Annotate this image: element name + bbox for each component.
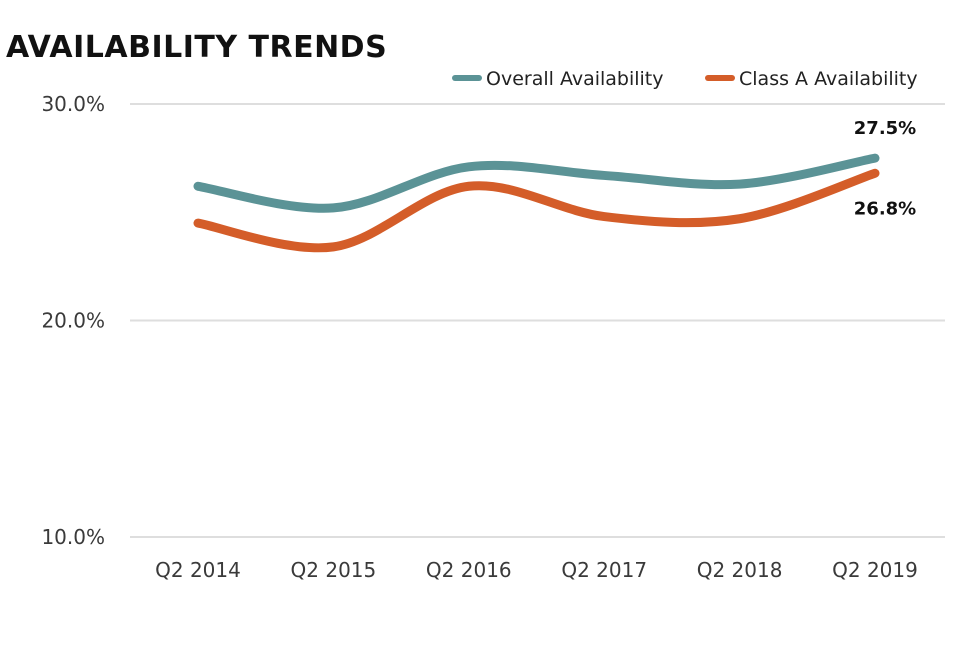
- x-tick-label: Q2 2015: [291, 558, 377, 582]
- legend: Overall Availability Class A Availability: [452, 68, 918, 90]
- data-labels: 27.5% 26.8%: [854, 118, 916, 219]
- y-axis-ticks: 30.0% 20.0% 10.0%: [41, 92, 105, 549]
- series-lines: [193, 153, 880, 253]
- x-tick-label: Q2 2016: [426, 558, 512, 582]
- legend-label: Overall Availability: [486, 68, 664, 90]
- series-line-class-a-availability: [193, 168, 880, 253]
- legend-label: Class A Availability: [739, 68, 918, 90]
- data-label-class-a: 26.8%: [854, 198, 916, 219]
- x-tick-label: Q2 2019: [832, 558, 918, 582]
- chart-title: AVAILABILITY TRENDS: [6, 30, 388, 65]
- series-line-overall-availability: [193, 153, 880, 213]
- x-axis-ticks: Q2 2014 Q2 2015 Q2 2016 Q2 2017 Q2 2018 Q2 20…: [155, 558, 918, 582]
- y-tick-label: 20.0%: [41, 309, 105, 333]
- gridlines: [130, 103, 945, 538]
- data-label-overall: 27.5%: [854, 118, 916, 139]
- x-tick-label: Q2 2018: [697, 558, 783, 582]
- y-tick-label: 10.0%: [41, 525, 105, 549]
- x-tick-label: Q2 2014: [155, 558, 241, 582]
- x-tick-label: Q2 2017: [561, 558, 647, 582]
- y-tick-label: 30.0%: [41, 92, 105, 116]
